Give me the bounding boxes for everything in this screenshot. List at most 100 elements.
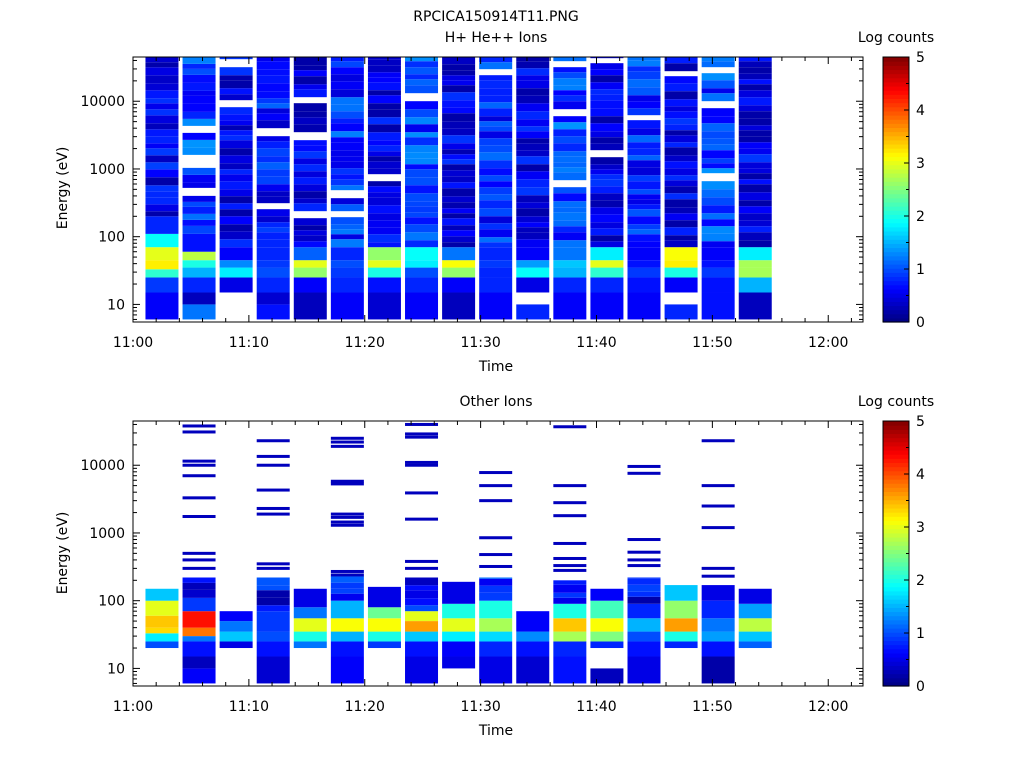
heatmap-cell <box>553 592 587 598</box>
heatmap-cell <box>701 131 735 139</box>
heatmap-cell <box>256 227 290 233</box>
heatmap-cell <box>701 150 735 159</box>
colorbar-segment <box>883 293 909 298</box>
heatmap-cell <box>664 260 698 268</box>
colorbar-segment <box>883 276 909 282</box>
heatmap-cell <box>367 197 401 206</box>
heatmap-cell <box>627 564 661 568</box>
heatmap-cell <box>516 222 550 228</box>
heatmap-cell <box>516 179 550 188</box>
heatmap-cell <box>182 627 216 637</box>
heatmap-cell <box>405 656 439 684</box>
heatmap-cell <box>701 241 735 248</box>
x-tick-label: 11:10 <box>229 699 269 715</box>
heatmap-cell <box>590 169 624 175</box>
heatmap-cell <box>330 436 364 440</box>
heatmap-cell <box>145 600 179 616</box>
heatmap-cell <box>442 242 476 248</box>
heatmap-cell <box>293 241 327 248</box>
heatmap-cell <box>256 191 290 197</box>
heatmap-cell <box>479 641 513 657</box>
heatmap-cell <box>442 128 476 136</box>
heatmap-cell <box>701 205 735 214</box>
colorbar-segment <box>883 123 909 128</box>
heatmap-cell <box>256 113 290 121</box>
heatmap-cell <box>590 174 624 180</box>
heatmap-cell <box>627 209 661 217</box>
heatmap-cell <box>182 566 216 570</box>
heatmap-cell <box>367 641 401 649</box>
heatmap-cell <box>701 641 735 657</box>
heatmap-cell <box>219 169 253 175</box>
panel-title: H+ He++ Ions <box>445 30 548 46</box>
colorbar-segment <box>883 255 909 261</box>
colorbar-segment <box>883 661 909 666</box>
colorbar-segment <box>883 239 909 244</box>
heatmap-cell <box>219 621 253 632</box>
heatmap-cell <box>405 217 439 225</box>
heatmap-cell <box>664 155 698 162</box>
heatmap-cell <box>256 585 290 591</box>
heatmap-cell <box>442 208 476 214</box>
y-tick-label: 1000 <box>89 526 125 542</box>
heatmap-cell <box>701 439 735 443</box>
colorbar-segment <box>883 632 909 637</box>
heatmap-cell <box>442 277 476 293</box>
heatmap-cell <box>664 267 698 278</box>
heatmap-cell <box>479 216 513 224</box>
heatmap-cell <box>701 600 735 619</box>
heatmap-cell <box>293 267 327 278</box>
heatmap-cell <box>367 117 401 125</box>
heatmap-cell <box>738 173 772 180</box>
heatmap-cell <box>590 600 624 619</box>
heatmap-cell <box>219 203 253 210</box>
heatmap-cell <box>553 136 587 144</box>
heatmap-cell <box>590 235 624 242</box>
colorbar-tick-label: 1 <box>916 626 925 642</box>
heatmap-cell <box>256 488 290 492</box>
colorbar-segment <box>883 172 909 178</box>
heatmap-cell <box>479 126 513 132</box>
heatmap-cell <box>479 499 513 503</box>
heatmap-cell <box>256 148 290 157</box>
colorbar-segment <box>883 570 909 575</box>
heatmap-cell <box>405 577 439 586</box>
heatmap-cell <box>182 668 216 684</box>
heatmap-cell <box>256 196 290 204</box>
heatmap-cell <box>145 615 179 628</box>
colorbar-segment <box>883 665 909 671</box>
colorbar-label: Log counts <box>858 394 934 410</box>
x-tick-label: 11:00 <box>113 699 153 715</box>
heatmap-cell <box>145 109 179 116</box>
heatmap-cell <box>664 83 698 92</box>
heatmap-cell <box>145 233 179 248</box>
heatmap-cell <box>442 121 476 129</box>
heatmap-cell <box>553 260 587 268</box>
heatmap-cell <box>627 550 661 554</box>
colorbar-segment <box>883 636 909 642</box>
colorbar-segment <box>883 214 909 220</box>
heatmap-cell <box>256 562 290 566</box>
heatmap-cell <box>627 155 661 161</box>
heatmap-cell <box>330 179 364 186</box>
heatmap-cell <box>442 236 476 243</box>
heatmap-cell <box>182 103 216 112</box>
heatmap-cell <box>330 104 364 112</box>
heatmap-cell <box>182 292 216 305</box>
heatmap-cell <box>590 668 624 684</box>
heatmap-cell <box>405 193 439 202</box>
heatmap-cell <box>553 584 587 593</box>
heatmap-cell <box>219 631 253 642</box>
heatmap-cell <box>293 607 327 619</box>
heatmap-cell <box>516 61 550 69</box>
heatmap-cell <box>367 618 401 632</box>
heatmap-cell <box>256 454 290 458</box>
heatmap-cell <box>442 292 476 320</box>
colorbar-segment <box>883 57 909 62</box>
heatmap-cell <box>553 232 587 241</box>
heatmap-cell <box>256 566 290 570</box>
heatmap-cell <box>738 213 772 221</box>
colorbar-segment <box>883 73 909 79</box>
heatmap-cell <box>405 224 439 233</box>
heatmap-cell <box>330 67 364 75</box>
